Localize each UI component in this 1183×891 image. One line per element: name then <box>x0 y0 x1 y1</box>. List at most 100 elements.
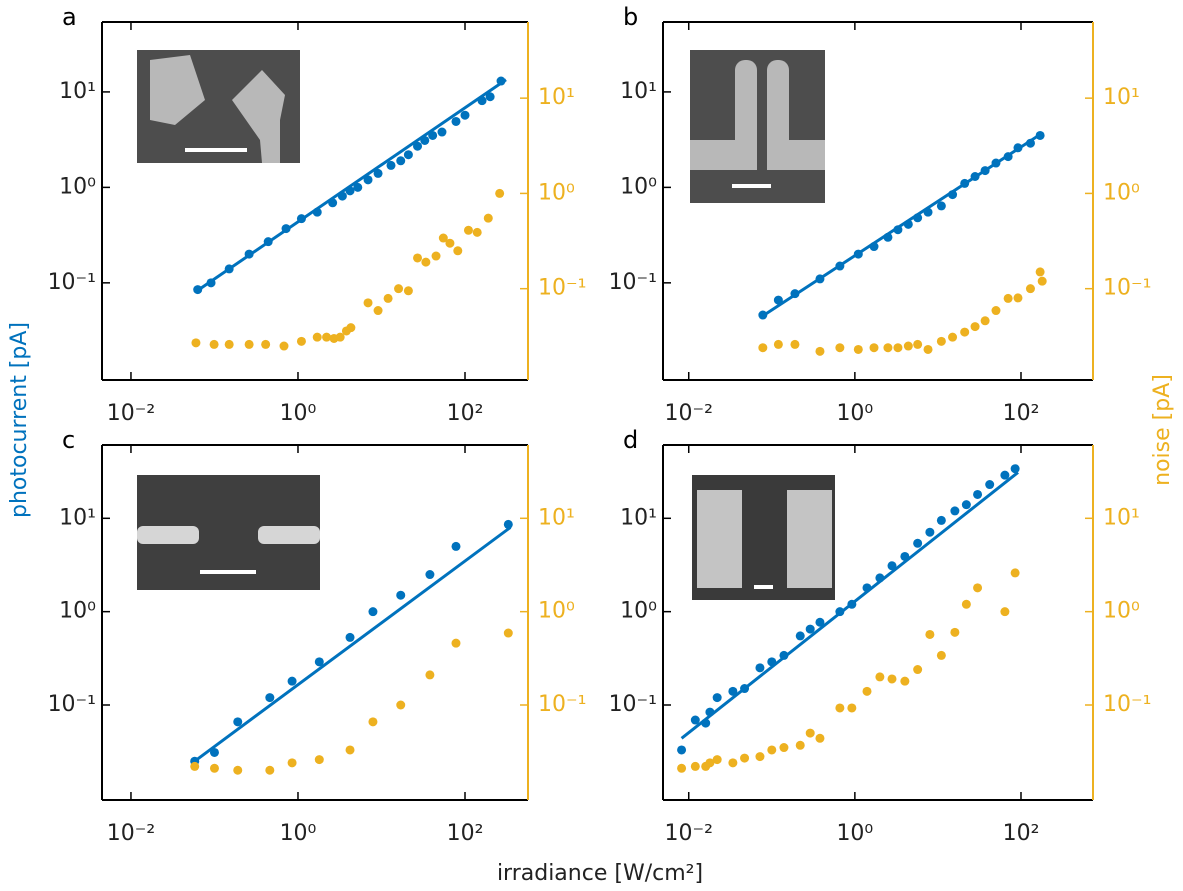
photocurrent-point <box>805 624 815 634</box>
noise-point <box>1010 568 1020 578</box>
noise-point <box>209 763 219 773</box>
noise-point <box>936 650 946 660</box>
noise-point <box>991 306 1001 316</box>
noise-point <box>767 745 777 755</box>
y2-tick-label: 10⁻¹ <box>1103 276 1151 301</box>
y2-axis-title: noise [pA] <box>1150 374 1175 486</box>
noise-point <box>960 327 970 337</box>
y2-tick-label: 10¹ <box>538 85 575 110</box>
x-tick-label: 10⁰ <box>836 401 873 426</box>
noise-point <box>314 755 324 765</box>
fit-line <box>761 131 1044 318</box>
photocurrent-point <box>925 527 935 537</box>
noise-point <box>677 763 687 773</box>
noise-point <box>483 213 493 223</box>
x-tick-label: 10² <box>1003 821 1040 846</box>
y-tick-label: 10¹ <box>59 79 96 104</box>
photocurrent-point <box>728 686 738 696</box>
y2-tick-label: 10¹ <box>1103 85 1140 110</box>
y2-tick-label: 10⁰ <box>538 599 575 624</box>
noise-point <box>970 322 980 332</box>
photocurrent-point <box>345 632 355 642</box>
y-tick-label: 10⁰ <box>59 174 96 199</box>
noise-point <box>396 700 406 710</box>
noise-point <box>740 753 750 763</box>
photocurrent-point <box>403 150 413 160</box>
y-axis-title: photocurrent [pA] <box>7 322 32 518</box>
noise-point <box>438 233 448 243</box>
y-tick-label: 10⁻¹ <box>48 270 96 295</box>
noise-point <box>190 761 200 771</box>
noise-point <box>893 343 903 353</box>
noise-point <box>728 758 738 768</box>
noise-point <box>705 758 715 768</box>
photocurrent-point <box>460 110 470 120</box>
noise-point <box>790 339 800 349</box>
photocurrent-point <box>425 570 435 580</box>
y-tick-label: 10⁰ <box>620 599 657 624</box>
noise-point <box>795 740 805 750</box>
fit-line <box>195 78 507 293</box>
noise-point <box>363 298 373 308</box>
noise-point <box>403 286 413 296</box>
x-tick-label: 10² <box>1003 401 1040 426</box>
noise-point <box>322 332 332 342</box>
y-tick-label: 10¹ <box>620 79 657 104</box>
photocurrent-point <box>712 693 722 703</box>
photocurrent-point <box>973 489 983 499</box>
noise-point <box>503 628 513 638</box>
photocurrent-point <box>396 590 406 600</box>
noise-point <box>936 336 946 346</box>
noise-point <box>815 733 825 743</box>
photocurrent-point <box>314 657 324 667</box>
noise-point <box>368 717 378 727</box>
photocurrent-point <box>773 295 783 305</box>
noise-point <box>773 339 783 349</box>
noise-point <box>961 599 971 609</box>
noise-point <box>335 332 345 342</box>
photocurrent-point <box>677 745 687 755</box>
photocurrent-point <box>373 168 383 178</box>
y-tick-label: 10⁻¹ <box>609 692 657 717</box>
noise-point <box>690 761 700 771</box>
photocurrent-point <box>368 607 378 617</box>
noise-point <box>472 227 482 237</box>
y2-tick-label: 10⁰ <box>538 180 575 205</box>
noise-point <box>445 238 455 248</box>
noise-point <box>451 638 461 648</box>
noise-point <box>224 339 234 349</box>
x-tick-label: 10² <box>447 821 484 846</box>
x-tick-label: 10⁻² <box>107 821 155 846</box>
noise-point <box>758 343 768 353</box>
photocurrent-point <box>353 182 363 192</box>
noise-point <box>973 583 983 593</box>
x-tick-label: 10² <box>447 401 484 426</box>
x-tick-label: 10⁻² <box>107 401 155 426</box>
noise-point <box>712 755 722 765</box>
noise-point <box>875 672 885 682</box>
photocurrent-point <box>815 617 825 627</box>
noise-point <box>1013 293 1023 303</box>
noise-point <box>835 343 845 353</box>
noise-point <box>244 339 254 349</box>
y2-tick-label: 10¹ <box>538 505 575 530</box>
photocurrent-point <box>985 480 995 490</box>
noise-point <box>1035 267 1045 277</box>
noise-point <box>869 343 879 353</box>
photocurrent-point <box>209 747 219 757</box>
y2-tick-label: 10⁻¹ <box>1103 692 1151 717</box>
y-tick-label: 10⁻¹ <box>48 692 96 717</box>
x-tick-label: 10⁰ <box>836 821 873 846</box>
noise-point <box>862 686 872 696</box>
y-tick-label: 10⁰ <box>59 599 96 624</box>
photocurrent-point <box>936 201 946 211</box>
noise-point <box>425 670 435 680</box>
noise-point <box>950 627 960 637</box>
photocurrent-point <box>386 160 396 170</box>
y2-tick-label: 10⁻¹ <box>538 276 586 301</box>
y2-tick-label: 10⁰ <box>1103 599 1140 624</box>
noise-point <box>394 284 404 294</box>
noise-point <box>779 743 789 753</box>
noise-point <box>383 293 393 303</box>
y2-tick-label: 10⁻¹ <box>538 692 586 717</box>
